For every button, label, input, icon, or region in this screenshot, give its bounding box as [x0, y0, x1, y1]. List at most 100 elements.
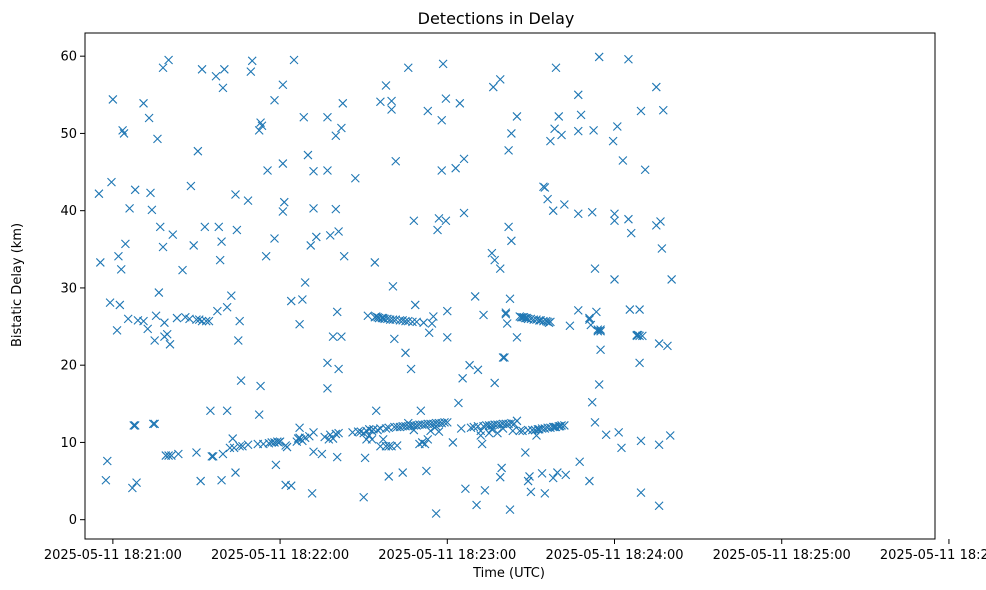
data-point	[279, 197, 289, 207]
data-point	[419, 318, 428, 328]
data-point	[256, 118, 265, 128]
data-point	[201, 316, 211, 326]
data-point	[208, 451, 218, 461]
data-point	[408, 317, 417, 327]
data-point	[115, 300, 125, 310]
data-point	[278, 159, 288, 168]
data-point	[636, 488, 646, 498]
data-point	[498, 353, 508, 362]
data-point	[218, 83, 228, 93]
data-point	[164, 451, 173, 460]
data-point	[428, 312, 438, 321]
data-point	[102, 456, 112, 466]
data-point	[523, 425, 533, 435]
data-point	[540, 489, 550, 498]
data-point	[459, 154, 469, 164]
data-point	[434, 427, 444, 437]
data-point	[548, 473, 558, 483]
data-point	[270, 95, 279, 105]
data-point	[226, 291, 236, 301]
data-point	[540, 183, 550, 192]
data-point	[437, 115, 447, 125]
data-point	[612, 122, 622, 131]
data-point	[477, 439, 487, 449]
data-point	[409, 216, 419, 226]
data-point	[363, 311, 373, 321]
data-point	[512, 416, 522, 426]
data-point	[367, 434, 377, 444]
data-point	[423, 434, 433, 444]
data-point	[458, 373, 468, 383]
data-point	[381, 81, 391, 90]
data-point	[323, 358, 332, 368]
y-tick-label: 50	[60, 127, 77, 142]
data-point	[236, 376, 246, 386]
data-point	[196, 476, 206, 486]
data-point	[212, 306, 222, 316]
data-point	[454, 398, 463, 408]
data-point	[164, 55, 173, 65]
data-point	[231, 190, 240, 199]
data-point	[197, 316, 207, 326]
data-point	[398, 468, 408, 477]
data-point	[278, 207, 288, 216]
data-point	[387, 96, 396, 106]
data-point	[636, 106, 646, 116]
data-point	[125, 203, 134, 213]
data-point	[451, 163, 461, 173]
data-point	[295, 423, 304, 433]
data-point	[403, 63, 413, 73]
data-point	[637, 331, 647, 341]
y-axis-ticks: 0 10 20 30 40 50 60	[60, 50, 85, 528]
data-point	[596, 326, 605, 336]
data-point	[593, 325, 603, 335]
data-point	[416, 406, 426, 416]
data-point	[592, 307, 601, 317]
data-point	[635, 305, 644, 314]
data-point	[320, 432, 330, 442]
data-point	[610, 209, 619, 219]
x-tick-label: 2025-05-11 18:22:00	[211, 548, 349, 563]
data-point	[387, 105, 396, 114]
data-point	[215, 255, 225, 265]
data-point	[497, 463, 507, 473]
data-point	[488, 82, 498, 92]
data-point	[353, 427, 363, 437]
data-point	[270, 234, 279, 243]
data-point	[636, 436, 646, 446]
data-point	[557, 421, 566, 430]
data-point	[472, 500, 481, 510]
data-point	[218, 449, 228, 459]
data-point	[507, 418, 516, 428]
data-point	[537, 468, 547, 478]
data-point	[225, 443, 235, 453]
data-point	[153, 134, 162, 144]
y-tick-label: 60	[60, 50, 77, 65]
data-point	[423, 106, 433, 116]
data-point	[129, 421, 139, 430]
data-point	[309, 166, 318, 176]
data-point	[309, 428, 318, 437]
data-point	[200, 222, 210, 232]
data-point	[504, 222, 513, 232]
data-point	[275, 437, 285, 447]
data-point	[311, 232, 321, 242]
data-point	[654, 501, 664, 511]
data-point	[334, 364, 343, 374]
data-point	[243, 196, 253, 206]
data-point	[309, 203, 318, 213]
data-point	[601, 430, 611, 440]
data-point	[334, 428, 343, 438]
data-point	[228, 434, 238, 443]
data-point	[299, 112, 309, 122]
data-point	[484, 428, 494, 438]
data-point	[573, 126, 583, 136]
data-point	[371, 406, 381, 416]
data-point	[617, 443, 626, 453]
data-point	[625, 305, 635, 314]
data-point	[663, 341, 672, 351]
y-tick-label: 20	[60, 359, 77, 374]
data-point	[505, 294, 515, 304]
data-point	[557, 130, 566, 140]
data-point	[278, 80, 288, 90]
